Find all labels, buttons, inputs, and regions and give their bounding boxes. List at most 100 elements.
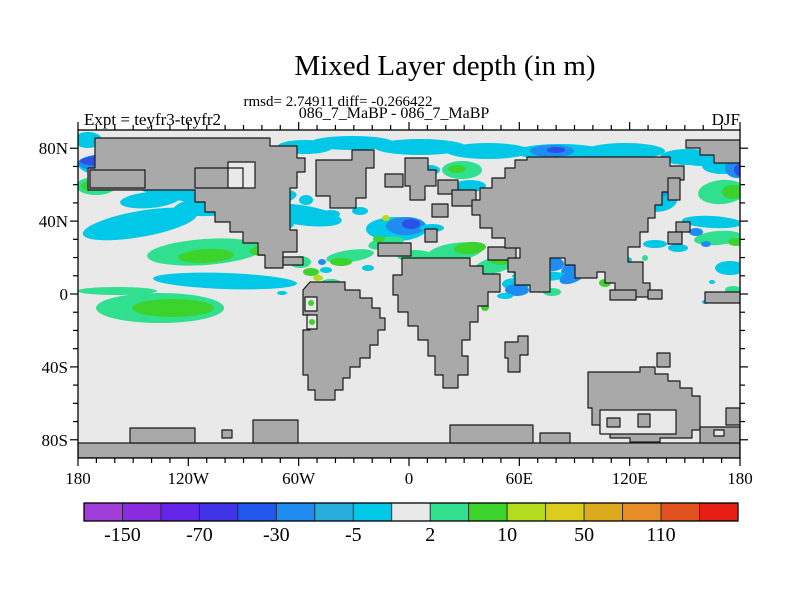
runs-subtitle: 086_7_MaBP - 086_7_MaBP xyxy=(298,105,490,122)
anomaly-patch-yellowgreen xyxy=(382,215,390,221)
anomaly-patch-blue xyxy=(701,241,711,247)
axis-ticks xyxy=(70,122,748,466)
anomaly-patch-cyan xyxy=(709,280,715,284)
land-madagascar xyxy=(504,335,529,373)
anomaly-patch-green xyxy=(448,165,466,173)
anomaly-patch-cyan xyxy=(454,180,486,192)
land-japan-north xyxy=(675,221,691,233)
land-europe-block-2 xyxy=(451,189,477,207)
colorbar-segment xyxy=(699,502,739,522)
colorbar-segment xyxy=(429,502,470,522)
land-antarctica-bump-3 xyxy=(252,419,299,444)
land-europe-block-3 xyxy=(431,203,449,218)
land-chukotka xyxy=(685,139,740,164)
anomaly-patch-cyan xyxy=(322,210,340,218)
land-indonesia-west xyxy=(609,289,637,301)
anomaly-patch-cyan xyxy=(446,143,530,159)
colorbar-segment xyxy=(583,502,623,522)
colorbar-segment xyxy=(506,502,547,522)
anomaly-patch-springgreen xyxy=(78,287,157,295)
anomaly-patch-blue xyxy=(318,259,326,265)
anomaly-patch-medblue xyxy=(547,147,565,153)
anomaly-patch-springgreen xyxy=(642,255,648,261)
anomaly-patch-green xyxy=(309,319,315,325)
anomaly-patch-medblue xyxy=(734,164,740,176)
x-tick-label: 180 xyxy=(727,469,753,488)
anomaly-patch-yellowgreen xyxy=(313,275,323,281)
anomaly-patch-cyan xyxy=(120,191,180,209)
land-asia xyxy=(471,156,685,298)
anomaly-patch-cyan xyxy=(682,154,718,166)
land-new-caledonia xyxy=(656,352,671,368)
colorbar-label: -150 xyxy=(104,524,141,546)
anomaly-patch-green xyxy=(330,258,352,266)
anomaly-patch-cyan xyxy=(668,244,688,252)
sea-hole-antarctica-hole xyxy=(713,429,725,437)
colorbar-label: 50 xyxy=(574,524,594,546)
anomaly-patch-cyan xyxy=(82,207,198,241)
land-scandinavia xyxy=(404,157,437,201)
land-indonesia-east xyxy=(647,289,663,300)
land-antarctica-bump-2 xyxy=(221,429,233,439)
arctic-grid-outline-1 xyxy=(89,169,146,189)
y-tick-label: 40N xyxy=(39,212,68,231)
colorbar-label: 110 xyxy=(646,524,675,546)
y-tick-label: 80N xyxy=(39,139,68,158)
anomaly-patch-green xyxy=(722,185,740,199)
anomaly-patch-blue xyxy=(505,284,529,296)
page-title: Mixed Layer depth (in m) xyxy=(294,50,596,82)
anomaly-patch-green xyxy=(373,236,385,242)
anomaly-patch-green xyxy=(454,241,486,255)
anomaly-patch-cyan xyxy=(310,136,394,150)
colorbar-segment xyxy=(660,502,700,522)
land-greenland xyxy=(315,149,375,209)
sea-hole-hudson-bay xyxy=(227,161,256,189)
land-new-zealand xyxy=(725,407,740,426)
colorbar-segment xyxy=(160,502,200,522)
anomaly-patch-cyan xyxy=(374,139,466,155)
colorbar-segment xyxy=(122,502,162,522)
land-antarctica-bump-1 xyxy=(129,427,196,444)
land-cuba xyxy=(282,256,304,266)
anomaly-patch-blue xyxy=(689,228,703,236)
colorbar: -150 -70 -30 -5 2 10 50 110 xyxy=(83,502,739,546)
land-kamchatka xyxy=(667,177,681,201)
colorbar-label: -30 xyxy=(263,524,290,546)
anomaly-patch-green xyxy=(308,300,314,306)
colorbar-label: -70 xyxy=(186,524,213,546)
land-south-america xyxy=(302,281,386,401)
land-antarctica-bump-4 xyxy=(449,424,534,444)
anomaly-patch-green xyxy=(178,248,234,264)
y-tick-label: 0 xyxy=(60,285,69,304)
colorbar-segment xyxy=(83,502,123,522)
anomaly-patch-cyan xyxy=(682,215,740,229)
x-tick-label: 120E xyxy=(612,469,648,488)
land-australia-inner-2 xyxy=(637,413,651,428)
anomaly-patch-green xyxy=(303,268,319,276)
x-tick-label: 60E xyxy=(506,469,533,488)
land-iberia-morocco xyxy=(377,242,412,257)
colorbar-segment xyxy=(352,502,393,522)
colorbar-label: 2 xyxy=(425,524,435,546)
season-label: DJF xyxy=(711,110,740,129)
axis-tick-labels: 180 120W 60W 0 60E 120E 180 80N 40N 0 40S 80S xyxy=(39,139,753,488)
arctic-grid-outline-2 xyxy=(194,167,244,189)
anomaly-patch-medblue xyxy=(402,219,420,229)
anomaly-patch-cyan xyxy=(320,267,332,273)
x-tick-label: 120W xyxy=(168,469,211,488)
land-iceland xyxy=(384,173,404,188)
colorbar-segment xyxy=(314,502,354,522)
anomaly-patch-cyan xyxy=(362,265,374,271)
land-turkey-caucasus xyxy=(487,246,517,261)
anomaly-patch-green xyxy=(728,238,740,246)
anomaly-patch-green xyxy=(132,299,214,317)
colorbar-segment xyxy=(237,502,277,522)
land-new-guinea xyxy=(704,291,740,304)
colorbar-segment xyxy=(545,502,585,522)
anomaly-patch-cyan xyxy=(352,207,368,215)
land-africa xyxy=(392,257,501,389)
colorbar-segment xyxy=(391,502,431,522)
anomaly-patch-cyan xyxy=(299,195,313,205)
